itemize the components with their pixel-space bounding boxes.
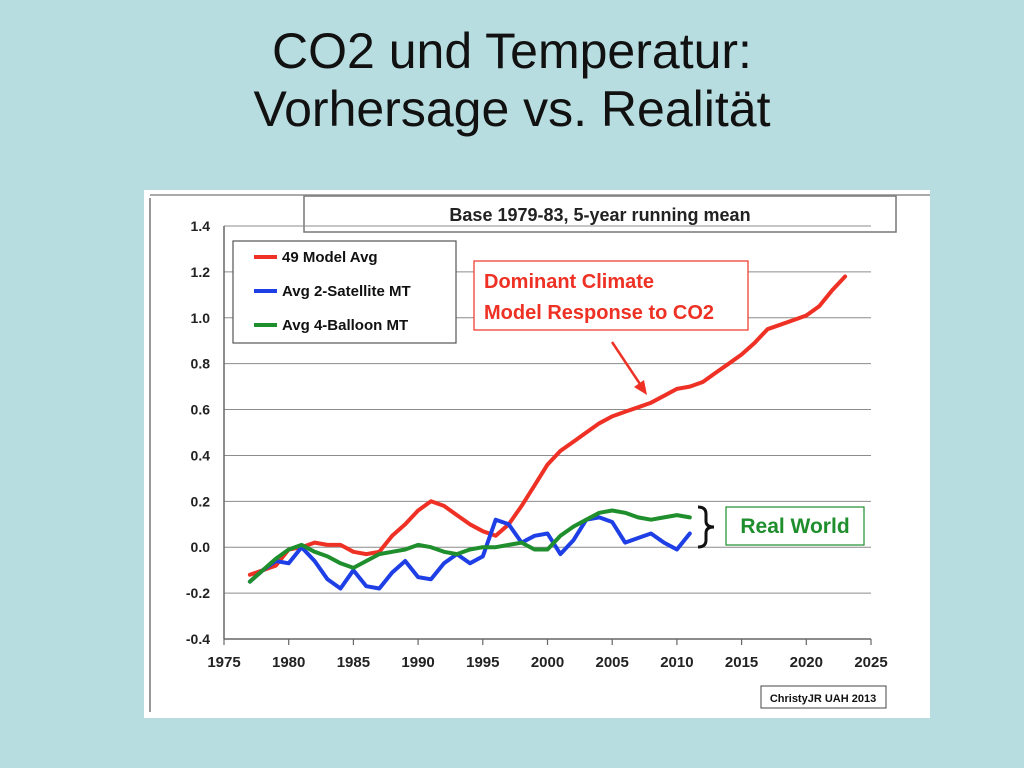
y-tick-label: 0.8 [191,356,211,372]
legend: 49 Model Avg Avg 2-Satellite MT Avg 4-Ba… [232,240,457,344]
x-tick-label: 2000 [531,654,564,671]
y-tick-label: 1.2 [191,264,211,280]
y-tick-label: 0.6 [191,402,211,418]
model-response-arrow [610,341,644,388]
model-response-line-1: Dominant Climate [484,271,654,293]
legend-label-satellite: Avg 2-Satellite MT [282,283,411,300]
x-tick-label: 1995 [466,654,499,671]
title-line-2: Vorhersage vs. Realität [253,81,771,137]
slide-title: CO2 und Temperatur: Vorhersage vs. Reali… [0,22,1024,138]
series-line-satellite [247,515,692,591]
x-tick-label: 1980 [272,654,305,671]
y-tick-label: -0.2 [186,585,210,601]
credit: ChristyJR UAH 2013 [760,685,887,709]
x-tick-label: 2020 [790,654,823,671]
model-response-arrowhead [634,380,647,395]
series-line-balloon [247,508,692,584]
real-world-bracket [697,505,715,549]
model-response-box [473,260,749,331]
real-world-box [725,506,865,546]
y-tick-label: 0.0 [191,539,211,555]
real-world-label: Real World [740,515,849,538]
x-tick-label: 1975 [207,654,240,671]
legend-label-balloon: Avg 4-Balloon MT [282,317,408,334]
x-tick-label: 2025 [854,654,887,671]
x-tick-label: 2010 [660,654,693,671]
y-tick-label: -0.4 [186,631,210,647]
x-tick-label: 1985 [337,654,370,671]
model-response-line-2: Model Response to CO2 [484,302,714,324]
y-tick-label: 0.4 [191,447,211,463]
chart-panel: Base 1979-83, 5-year running mean -0.4 -0… [144,190,930,718]
y-tick-label: 0.2 [191,493,211,509]
credit-box [760,685,887,709]
model-response-annotation: Dominant Climate Model Response to CO2 [473,260,749,395]
x-tick-label: 2015 [725,654,758,671]
line-chart: Base 1979-83, 5-year running mean -0.4-0… [149,194,930,712]
legend-label-model-avg: 49 Model Avg [282,249,378,266]
real-world-annotation: Real World [697,505,865,549]
y-tick-label: 1.4 [191,218,211,234]
x-tick-label: 1990 [401,654,434,671]
title-line-1: CO2 und Temperatur: [272,23,752,79]
axes: -0.4 -0.2 0.0 0.2 0.4 0.6 0.8 1.0 1.2 1.4 1975 1980… [186,218,888,671]
series-line-model-avg [247,274,848,577]
x-tick-label: 2005 [596,654,629,671]
series-lines [247,274,848,591]
chart-title: Base 1979-83, 5-year running mean [449,205,750,225]
y-tick-label: 1.0 [191,310,211,326]
credit-label: ChristyJR UAH 2013 [770,693,876,705]
